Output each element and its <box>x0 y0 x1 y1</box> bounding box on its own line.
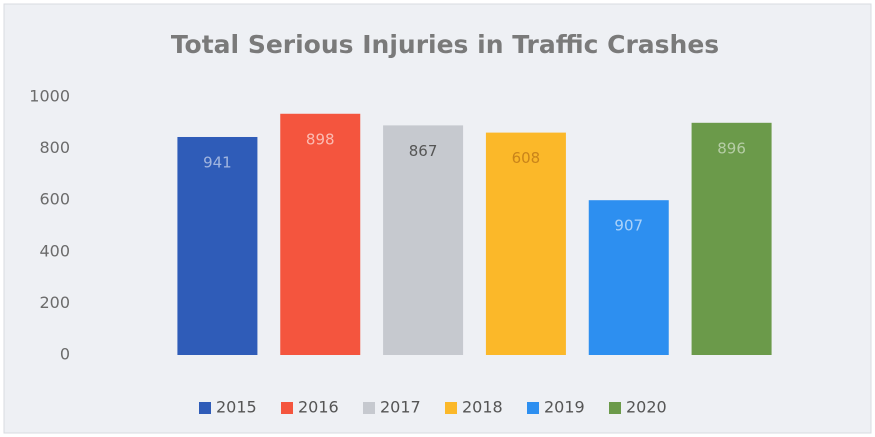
legend-label: 2015 <box>216 398 257 417</box>
legend-label: 2020 <box>626 398 667 417</box>
y-tick-label: 800 <box>39 138 70 157</box>
legend-label: 2016 <box>298 398 339 417</box>
chart-title: Total Serious Injuries in Traffic Crashe… <box>171 30 719 59</box>
bar <box>383 125 464 355</box>
bar-label: 941 <box>203 153 232 171</box>
legend-swatch <box>527 402 539 414</box>
bar-label: 907 <box>614 217 643 235</box>
bar <box>588 200 669 355</box>
bar-label: 896 <box>717 139 746 157</box>
bar <box>691 122 772 355</box>
y-tick-label: 200 <box>39 293 70 312</box>
bar <box>485 132 566 355</box>
bar <box>177 136 258 355</box>
legend-swatch <box>281 402 293 414</box>
y-tick-label: 600 <box>39 190 70 209</box>
bar <box>280 113 361 356</box>
legend-label: 2018 <box>462 398 503 417</box>
legend-swatch <box>609 402 621 414</box>
y-tick-label: 0 <box>60 345 70 364</box>
legend-label: 2017 <box>380 398 421 417</box>
legend-label: 2019 <box>544 398 585 417</box>
y-tick-label: 1000 <box>29 87 70 106</box>
bar-label: 898 <box>306 130 335 148</box>
legend-swatch <box>363 402 375 414</box>
legend-swatch <box>199 402 211 414</box>
y-tick-label: 400 <box>39 241 70 260</box>
bar-label: 867 <box>409 142 438 160</box>
legend-swatch <box>445 402 457 414</box>
bar-label: 608 <box>512 149 541 167</box>
